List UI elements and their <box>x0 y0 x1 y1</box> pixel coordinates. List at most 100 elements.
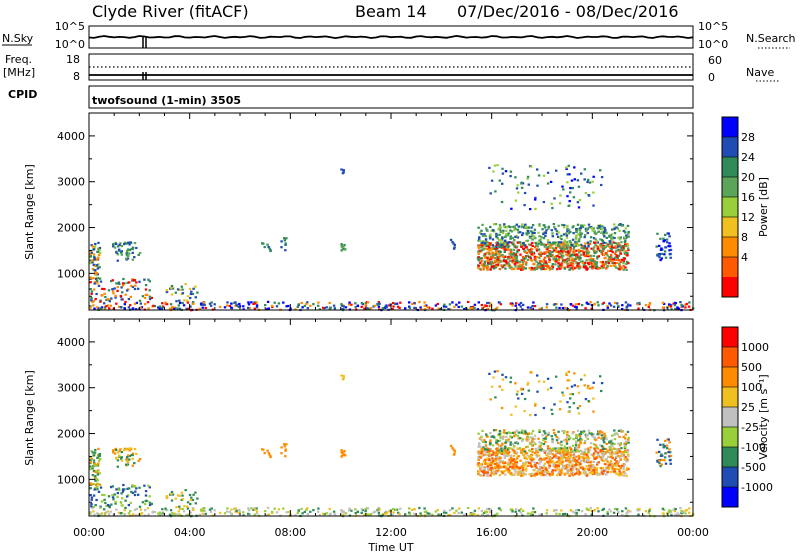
range-cell <box>600 437 604 440</box>
range-cell <box>522 473 525 476</box>
range-cell <box>486 454 489 457</box>
range-cell <box>486 301 489 305</box>
range-cell <box>181 301 184 305</box>
range-cell <box>150 502 153 505</box>
range-cell <box>535 249 539 252</box>
range-cell <box>672 302 675 305</box>
range-cell <box>559 194 562 197</box>
range-cell <box>253 507 256 510</box>
range-cell <box>100 512 104 515</box>
range-cell <box>622 264 625 267</box>
range-cell <box>526 512 530 515</box>
range-cell <box>237 305 241 308</box>
range-cell <box>577 185 581 188</box>
range-cell <box>487 507 491 511</box>
range-cell <box>486 256 489 259</box>
range-cell <box>502 245 506 248</box>
range-cell <box>600 183 603 187</box>
colorbar-tick-label: -500 <box>741 461 766 474</box>
range-cell <box>530 436 533 439</box>
range-cell <box>498 301 501 304</box>
range-cell <box>492 376 495 379</box>
colorbar-tick-label: 25 <box>741 401 755 414</box>
range-cell <box>624 451 627 454</box>
range-cell <box>343 247 347 251</box>
range-cell <box>611 468 614 471</box>
range-cell <box>576 470 579 474</box>
range-cell <box>381 513 385 516</box>
range-cell <box>583 467 587 471</box>
range-cell <box>566 401 569 404</box>
range-cell <box>551 471 554 474</box>
range-cell <box>95 483 98 487</box>
range-cell <box>364 303 367 306</box>
range-cell <box>664 439 667 442</box>
range-cell <box>423 514 426 517</box>
range-cell <box>588 449 592 452</box>
range-cell <box>614 246 617 249</box>
range-cell <box>611 456 614 460</box>
range-cell <box>498 439 501 442</box>
range-cell <box>568 268 571 271</box>
range-cell <box>565 240 569 244</box>
range-cell <box>408 305 411 308</box>
range-cell <box>501 460 504 463</box>
range-cell <box>127 512 131 515</box>
cpid-strip: CPID twofsound (1-min) 3505 <box>8 85 694 109</box>
range-cell <box>120 492 123 495</box>
range-cell <box>494 251 498 254</box>
range-cell <box>501 167 504 170</box>
range-cell <box>332 304 336 307</box>
range-cell <box>502 431 506 434</box>
range-cell <box>548 466 551 470</box>
range-cell <box>555 303 558 306</box>
colorbar-frame <box>721 326 739 508</box>
range-cell <box>588 181 592 184</box>
range-cell <box>495 253 498 256</box>
range-cell <box>98 483 102 486</box>
range-cell <box>558 236 562 239</box>
range-cell <box>622 466 626 469</box>
range-cell <box>602 246 605 249</box>
range-cell <box>176 513 179 516</box>
range-cell <box>498 239 501 242</box>
range-cell <box>194 491 197 494</box>
range-cell <box>294 514 297 517</box>
range-cell <box>571 262 575 265</box>
range-cell <box>565 440 569 443</box>
range-cell <box>576 385 580 388</box>
colorbar-segment <box>722 137 738 158</box>
range-cell <box>98 266 101 269</box>
range-cell <box>105 504 108 508</box>
range-cell <box>141 501 145 504</box>
range-cell <box>485 457 489 460</box>
range-cell <box>548 246 551 249</box>
range-cell <box>99 506 102 509</box>
range-cell <box>524 473 527 476</box>
range-cell <box>108 506 111 509</box>
range-cell <box>574 258 577 261</box>
range-cell <box>547 433 550 436</box>
range-cell <box>601 225 604 228</box>
range-cell <box>546 246 549 249</box>
colorbar-segment <box>722 487 738 508</box>
range-cell <box>627 235 630 238</box>
range-cell <box>528 267 531 270</box>
nsky-strip: N.Sky 10^5 10^0 10^5 10^0 N.Search <box>2 20 796 51</box>
range-cell <box>118 449 121 452</box>
range-cell <box>530 459 533 462</box>
range-cell <box>157 512 160 515</box>
range-cell <box>579 235 582 238</box>
range-cell <box>497 261 500 264</box>
range-cell <box>587 459 590 462</box>
range-cell <box>571 444 575 447</box>
range-cell <box>502 464 506 467</box>
range-cell <box>534 198 537 201</box>
range-cell <box>560 456 563 460</box>
range-cell <box>213 303 216 306</box>
range-cell <box>542 380 546 383</box>
range-cell <box>551 453 554 456</box>
y-tick-label: 2000 <box>57 428 85 441</box>
range-cell <box>130 284 133 287</box>
range-cell <box>527 389 530 392</box>
